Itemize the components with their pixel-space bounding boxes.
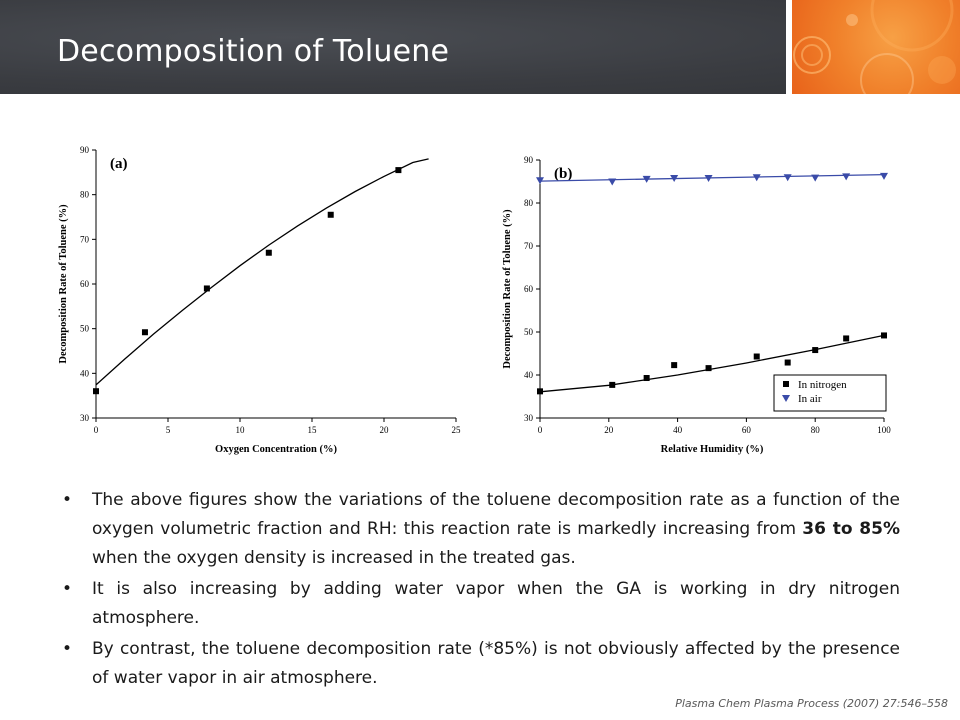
data-point-square — [141, 329, 148, 336]
data-point-triangle — [752, 174, 761, 182]
slide-title: Decomposition of Toluene — [57, 34, 450, 69]
data-point-triangle — [782, 395, 790, 402]
chart-b-relative-humidity: 0 20 40 60 80 100 30 40 50 60 70 80 90 Relative Humid… — [502, 155, 891, 455]
x-tick-label: 5 — [166, 425, 171, 435]
fit-curve — [95, 158, 429, 386]
bullet-dot: • — [62, 579, 73, 599]
x-tick-label: 80 — [811, 425, 821, 435]
y-tick-label: 90 — [80, 145, 90, 155]
data-point-triangle — [536, 177, 544, 185]
y-tick-label: 60 — [80, 279, 90, 289]
x-tick-label: 20 — [380, 425, 390, 435]
data-point-square — [812, 347, 819, 354]
y-tick-label: 90 — [524, 155, 534, 165]
bullet-dot: • — [62, 490, 73, 510]
legend-label: In air — [798, 393, 822, 405]
x-tick-label: 100 — [877, 425, 891, 435]
y-tick-label: 60 — [524, 284, 534, 294]
data-point-square — [395, 167, 402, 174]
x-tick-label: 10 — [236, 425, 246, 435]
x-tick-label: 60 — [742, 425, 752, 435]
series-fit-line — [539, 334, 885, 393]
data-point-triangle — [642, 175, 651, 183]
x-tick-label: 20 — [604, 425, 614, 435]
bullet-text: The above figures show the variations of… — [92, 490, 900, 539]
data-point-square — [643, 375, 650, 382]
x-axis-label: Relative Humidity (%) — [661, 444, 764, 455]
x-tick-label: 0 — [94, 425, 99, 435]
legend-box — [773, 374, 887, 412]
data-point-triangle — [670, 175, 679, 183]
series-fit-line — [539, 173, 885, 182]
data-point-square — [881, 332, 887, 339]
data-point-square — [843, 335, 850, 342]
panel-label: (a) — [110, 156, 128, 172]
bullet-list: • The above figures show the variations … — [62, 486, 900, 695]
y-tick-label: 30 — [80, 413, 90, 423]
bullet-text: It is also increasing by adding water va… — [92, 579, 900, 628]
y-tick-label: 40 — [524, 370, 534, 380]
header-divider — [786, 0, 792, 94]
legend-label: In nitrogen — [798, 379, 847, 391]
data-point-triangle — [811, 174, 820, 182]
data-point-square — [203, 285, 210, 292]
bullet-dot: • — [62, 639, 73, 659]
y-tick-label: 50 — [80, 324, 90, 334]
bullet-text-after: when the oxygen density is increased in … — [92, 548, 576, 568]
y-tick-label: 30 — [524, 413, 534, 423]
slide-header: Decomposition of Toluene — [0, 0, 960, 94]
y-axis-label: Decomposition Rate of Toluene (%) — [502, 209, 513, 369]
bullet-bold-text: 36 to 85% — [802, 519, 901, 539]
bullet-text: By contrast, the toluene decomposition r… — [92, 639, 900, 688]
y-tick-label: 80 — [80, 190, 90, 200]
data-point-square — [609, 381, 616, 388]
data-point-square — [705, 365, 712, 372]
data-point-triangle — [880, 172, 888, 180]
data-point-triangle — [608, 178, 617, 186]
data-point-square — [671, 362, 678, 369]
x-tick-label: 0 — [538, 425, 543, 435]
data-point-square — [783, 381, 789, 387]
x-tick-label: 40 — [673, 425, 683, 435]
chart-a-oxygen-concentration: 0 5 10 15 20 25 30 40 50 60 70 80 90 Oxygen Concentra… — [58, 145, 462, 455]
orange-circles-decoration — [793, 0, 956, 94]
y-tick-label: 50 — [524, 327, 534, 337]
data-point-triangle — [842, 173, 851, 181]
x-tick-label: 25 — [452, 425, 462, 435]
x-tick-label: 15 — [308, 425, 318, 435]
data-point-triangle — [783, 174, 792, 182]
bullet-item: • It is also increasing by adding water … — [62, 575, 900, 633]
x-axis-label: Oxygen Concentration (%) — [215, 444, 337, 455]
y-tick-label: 70 — [80, 234, 90, 244]
y-tick-label: 70 — [524, 241, 534, 251]
header-decoration — [792, 0, 960, 94]
y-tick-label: 80 — [524, 198, 534, 208]
panel-label: (b) — [554, 166, 572, 182]
data-point-square — [327, 211, 334, 218]
y-tick-label: 40 — [80, 368, 90, 378]
bullet-item: • The above figures show the variations … — [62, 486, 900, 573]
data-point-triangle — [704, 175, 713, 183]
citation: Plasma Chem Plasma Process (2007) 27:546… — [675, 697, 948, 710]
bullet-item: • By contrast, the toluene decomposition… — [62, 635, 900, 693]
data-point-square — [753, 353, 760, 360]
data-point-square — [784, 359, 791, 366]
y-axis-label: Decomposition Rate of Toluene (%) — [58, 204, 69, 364]
data-point-square — [537, 388, 543, 395]
data-point-square — [265, 249, 272, 256]
data-point-square — [93, 388, 99, 395]
